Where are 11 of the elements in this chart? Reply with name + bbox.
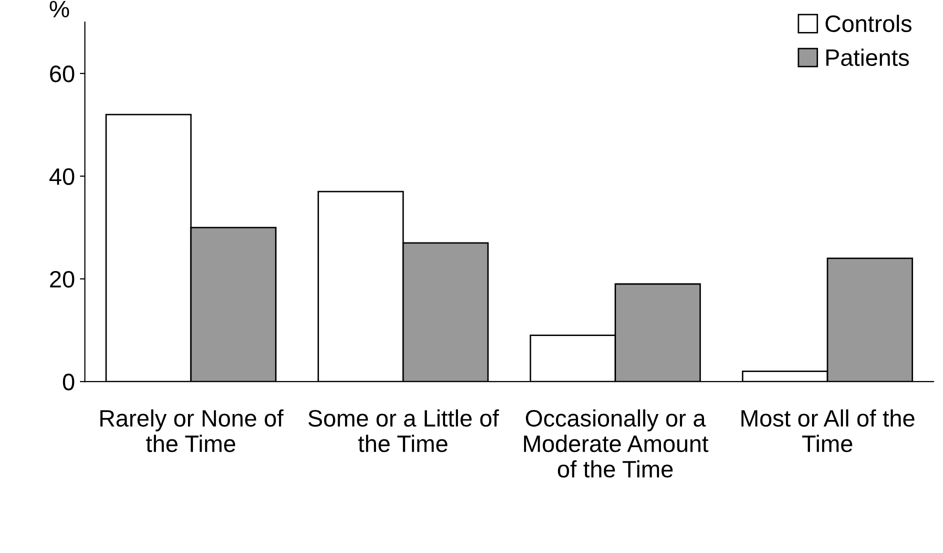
y-tick-label: 20 <box>50 270 74 288</box>
x-tick-label: Some or a Little of the Time <box>308 409 499 452</box>
x-tick-label: Most or All of the Time <box>741 409 914 452</box>
y-axis-title: % <box>50 0 70 18</box>
y-tick-label: 40 <box>49 168 74 185</box>
legend-label: Patients <box>826 48 909 66</box>
y-tick-label: 60 <box>50 66 74 82</box>
x-tick-label: Rarely or None of the Time <box>100 409 284 452</box>
x-tick-label: Occasionally or a Moderate Amount of the Time <box>524 409 708 478</box>
y-tick-label: 0 <box>62 374 74 390</box>
legend-label: Controls <box>826 14 912 32</box>
